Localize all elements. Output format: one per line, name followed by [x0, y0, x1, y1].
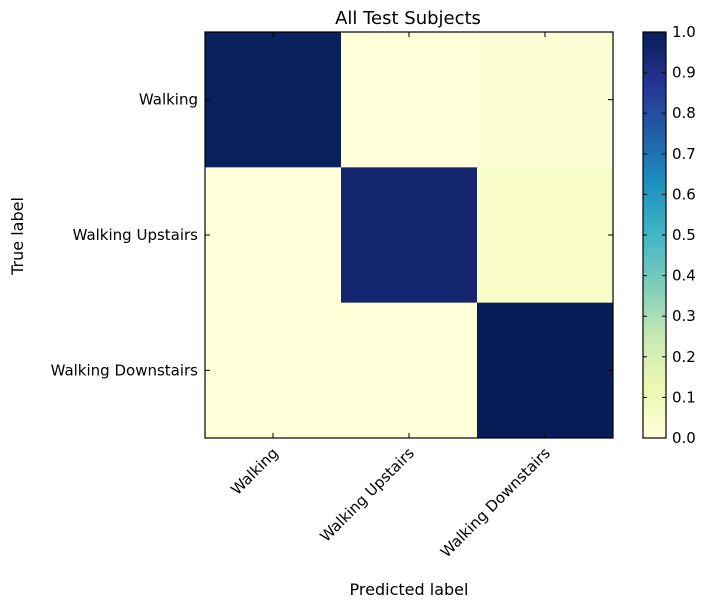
colorbar-tick-label: 0.3: [672, 307, 696, 325]
heatmap-cell: [205, 167, 342, 304]
x-axis-label: Predicted label: [350, 580, 469, 599]
y-axis-label: True label: [8, 197, 27, 276]
colorbar-tick-label: 0.1: [672, 388, 696, 406]
colorbar-ticks: 0.0 0.1 0.2 0.3 0.4 0.5 0.6 0.7 0.8 0.9 1.0: [643, 23, 696, 447]
x-tick-label: Walking Upstairs: [316, 444, 418, 546]
y-tick-label: Walking: [139, 91, 198, 109]
colorbar-tick-label: 1.0: [672, 23, 696, 41]
colorbar-tick-label: 0.9: [672, 64, 696, 82]
y-tick-label: Walking Downstairs: [51, 361, 199, 379]
heatmap-cells: [205, 32, 614, 439]
colorbar-tick-label: 0.5: [672, 226, 696, 244]
x-tick-label: Walking Downstairs: [437, 444, 554, 561]
colorbar-tick-label: 0.6: [672, 185, 696, 203]
x-tick-labels: Walking Walking Upstairs Walking Downstair…: [227, 444, 554, 561]
heatmap-cell: [477, 167, 614, 304]
colorbar-tick-label: 0.0: [672, 429, 696, 447]
heatmap-cell: [341, 302, 478, 439]
heatmap-cell: [205, 302, 342, 439]
colorbar-tick-label: 0.4: [672, 267, 696, 285]
x-tick-label: Walking: [227, 444, 282, 499]
colorbar-tick-label: 0.8: [672, 104, 696, 122]
chart-title: All Test Subjects: [335, 8, 481, 29]
heatmap-cell: [477, 302, 614, 439]
colorbar-tick-label: 0.7: [672, 145, 696, 163]
heatmap-cell: [341, 167, 478, 304]
heatmap-cell: [477, 32, 614, 168]
heatmap-cell: [205, 32, 342, 168]
y-tick-labels: Walking Walking Upstairs Walking Downstair…: [51, 91, 199, 380]
axis-ticks: [205, 32, 613, 438]
heatmap-cell: [341, 32, 478, 168]
y-tick-label: Walking Upstairs: [73, 226, 199, 244]
colorbar-tick-label: 0.2: [672, 348, 696, 366]
